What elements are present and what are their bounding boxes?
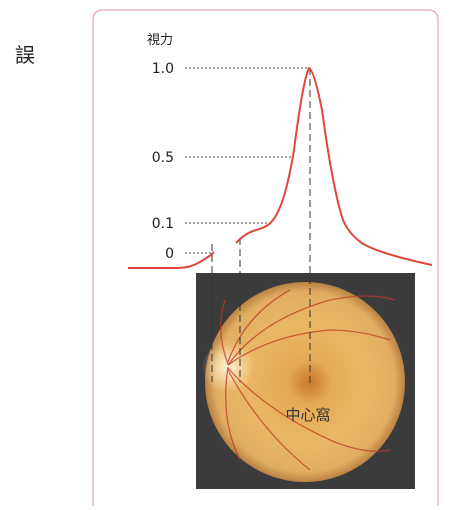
tick-label: 0.5 (152, 150, 174, 166)
guide-lines (185, 68, 308, 253)
fovea-label: 中心窩 (285, 406, 330, 424)
tick-label: 1.0 (152, 61, 174, 77)
axis-title: 視力 (147, 33, 173, 48)
acuity-curve (128, 68, 432, 268)
page: 誤 視力 1.0 0.5 0.1 0 中心窩 (() => { const da… (0, 0, 462, 506)
tick-label: 0 (165, 246, 174, 262)
diagram: 誤 視力 1.0 0.5 0.1 0 中心窩 (0, 0, 462, 506)
tick-label: 0.1 (152, 216, 174, 232)
side-label: 誤 (15, 43, 35, 67)
